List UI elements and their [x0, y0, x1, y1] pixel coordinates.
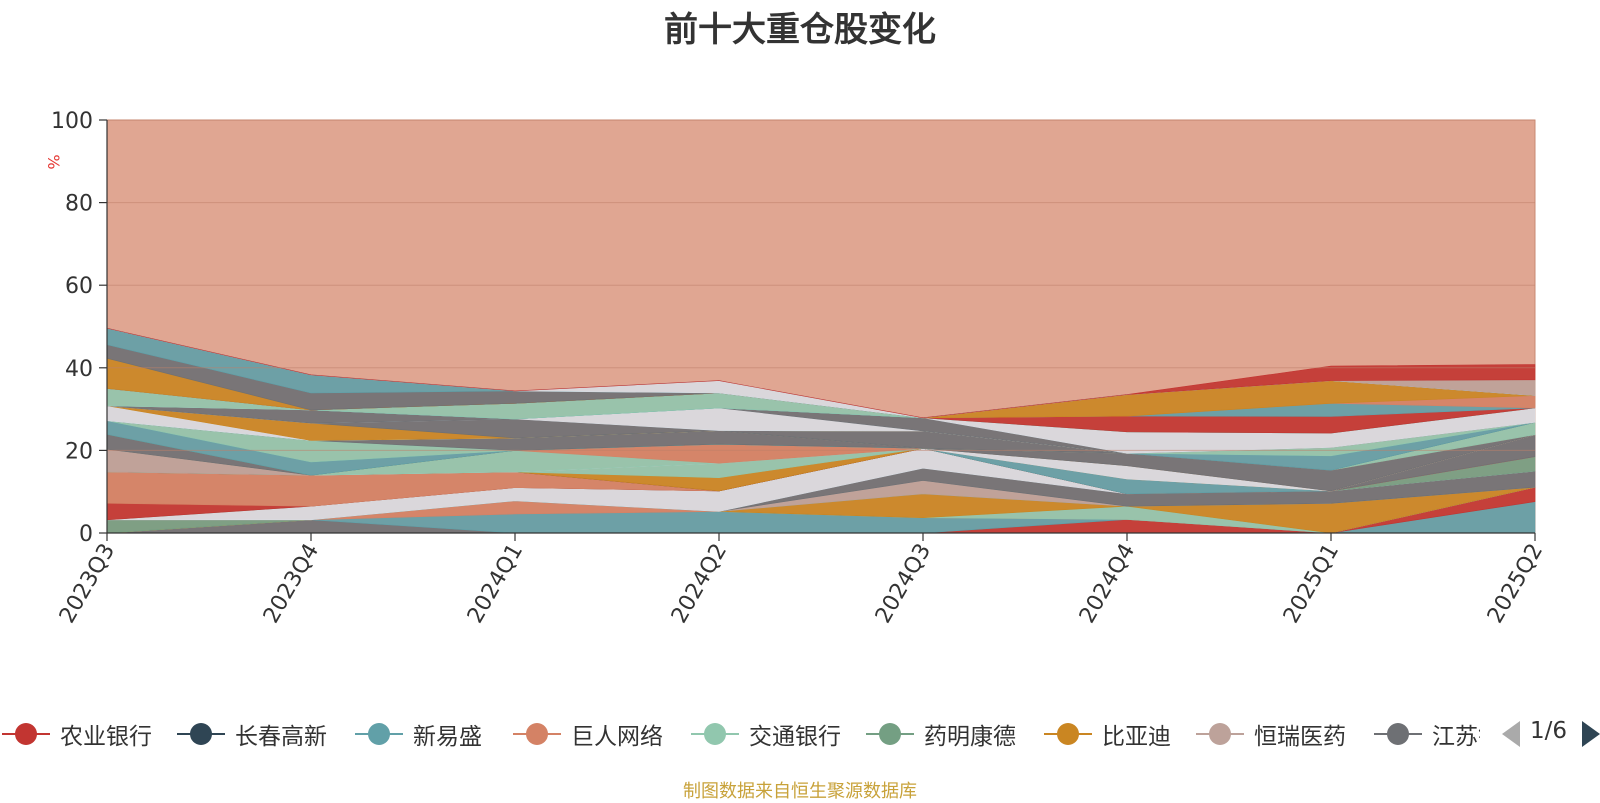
legend-marker-icon	[691, 723, 739, 745]
pager-prev-arrow-icon[interactable]	[1500, 719, 1522, 749]
legend-item[interactable]: 交通银行	[689, 716, 841, 752]
legend-item[interactable]: 比亚迪	[1042, 716, 1171, 752]
x-tick-label: 2024Q4	[1075, 540, 1140, 628]
y-tick-label: 20	[65, 439, 93, 464]
y-tick-label: 60	[65, 274, 93, 299]
legend-label: 巨人网络	[571, 724, 663, 750]
x-tick-label: 2024Q3	[871, 540, 936, 628]
y-tick-label: 0	[79, 522, 93, 547]
legend-marker-icon	[1196, 723, 1244, 745]
legend-marker-icon	[1374, 723, 1422, 745]
legend-label: 长春高新	[235, 724, 327, 750]
legend-marker-icon	[355, 723, 403, 745]
legend-item[interactable]: 新易盛	[353, 716, 482, 752]
chart-title: 前十大重仓股变化	[664, 10, 936, 50]
legend-label: 恒瑞医药	[1254, 724, 1346, 750]
legend-item[interactable]: 药明康德	[864, 716, 1016, 752]
legend-label: 江苏银行	[1432, 724, 1480, 750]
x-tick-label: 2023Q4	[259, 540, 324, 628]
legend: 农业银行 长春高新 新易盛 巨人网络 交通银行 药明康德 比亚迪 恒瑞医药 江苏银行	[0, 716, 1480, 752]
source-note: 制图数据来自恒生聚源数据库	[683, 781, 917, 802]
x-tick-label: 2023Q3	[55, 540, 120, 628]
grid-lines	[107, 119, 1535, 451]
legend-label: 药明康德	[924, 724, 1016, 750]
pager-next-arrow-icon[interactable]	[1580, 719, 1600, 749]
x-tick-label: 2025Q2	[1483, 540, 1548, 628]
x-tick-label: 2025Q1	[1279, 540, 1344, 628]
legend-item[interactable]: 农业银行	[0, 716, 152, 752]
area-layers	[106, 119, 1536, 534]
legend-marker-icon	[866, 723, 914, 745]
area-series-50	[106, 327, 1536, 419]
legend-item[interactable]: 巨人网络	[511, 716, 663, 752]
legend-label: 交通银行	[749, 724, 841, 750]
x-tick-label: 2024Q1	[463, 540, 528, 628]
legend-item[interactable]: 长春高新	[175, 716, 327, 752]
legend-item[interactable]: 江苏银行	[1372, 716, 1480, 752]
y-tick-label: 80	[65, 192, 93, 217]
y-tick-label: 40	[65, 357, 93, 382]
y-axis-label: %	[44, 154, 63, 169]
legend-marker-icon	[2, 723, 50, 745]
x-tick-label: 2024Q2	[667, 540, 732, 628]
legend-pager: 1/6	[1500, 716, 1600, 752]
legend-marker-icon	[1044, 723, 1092, 745]
pager-page-indicator: 1/6	[1530, 718, 1568, 744]
y-tick-label: 100	[51, 109, 93, 134]
legend-label: 比亚迪	[1102, 724, 1171, 750]
legend-label: 新易盛	[413, 724, 482, 750]
legend-item[interactable]: 恒瑞医药	[1194, 716, 1346, 752]
legend-label: 农业银行	[60, 724, 152, 750]
legend-marker-icon	[177, 723, 225, 745]
legend-marker-icon	[513, 723, 561, 745]
